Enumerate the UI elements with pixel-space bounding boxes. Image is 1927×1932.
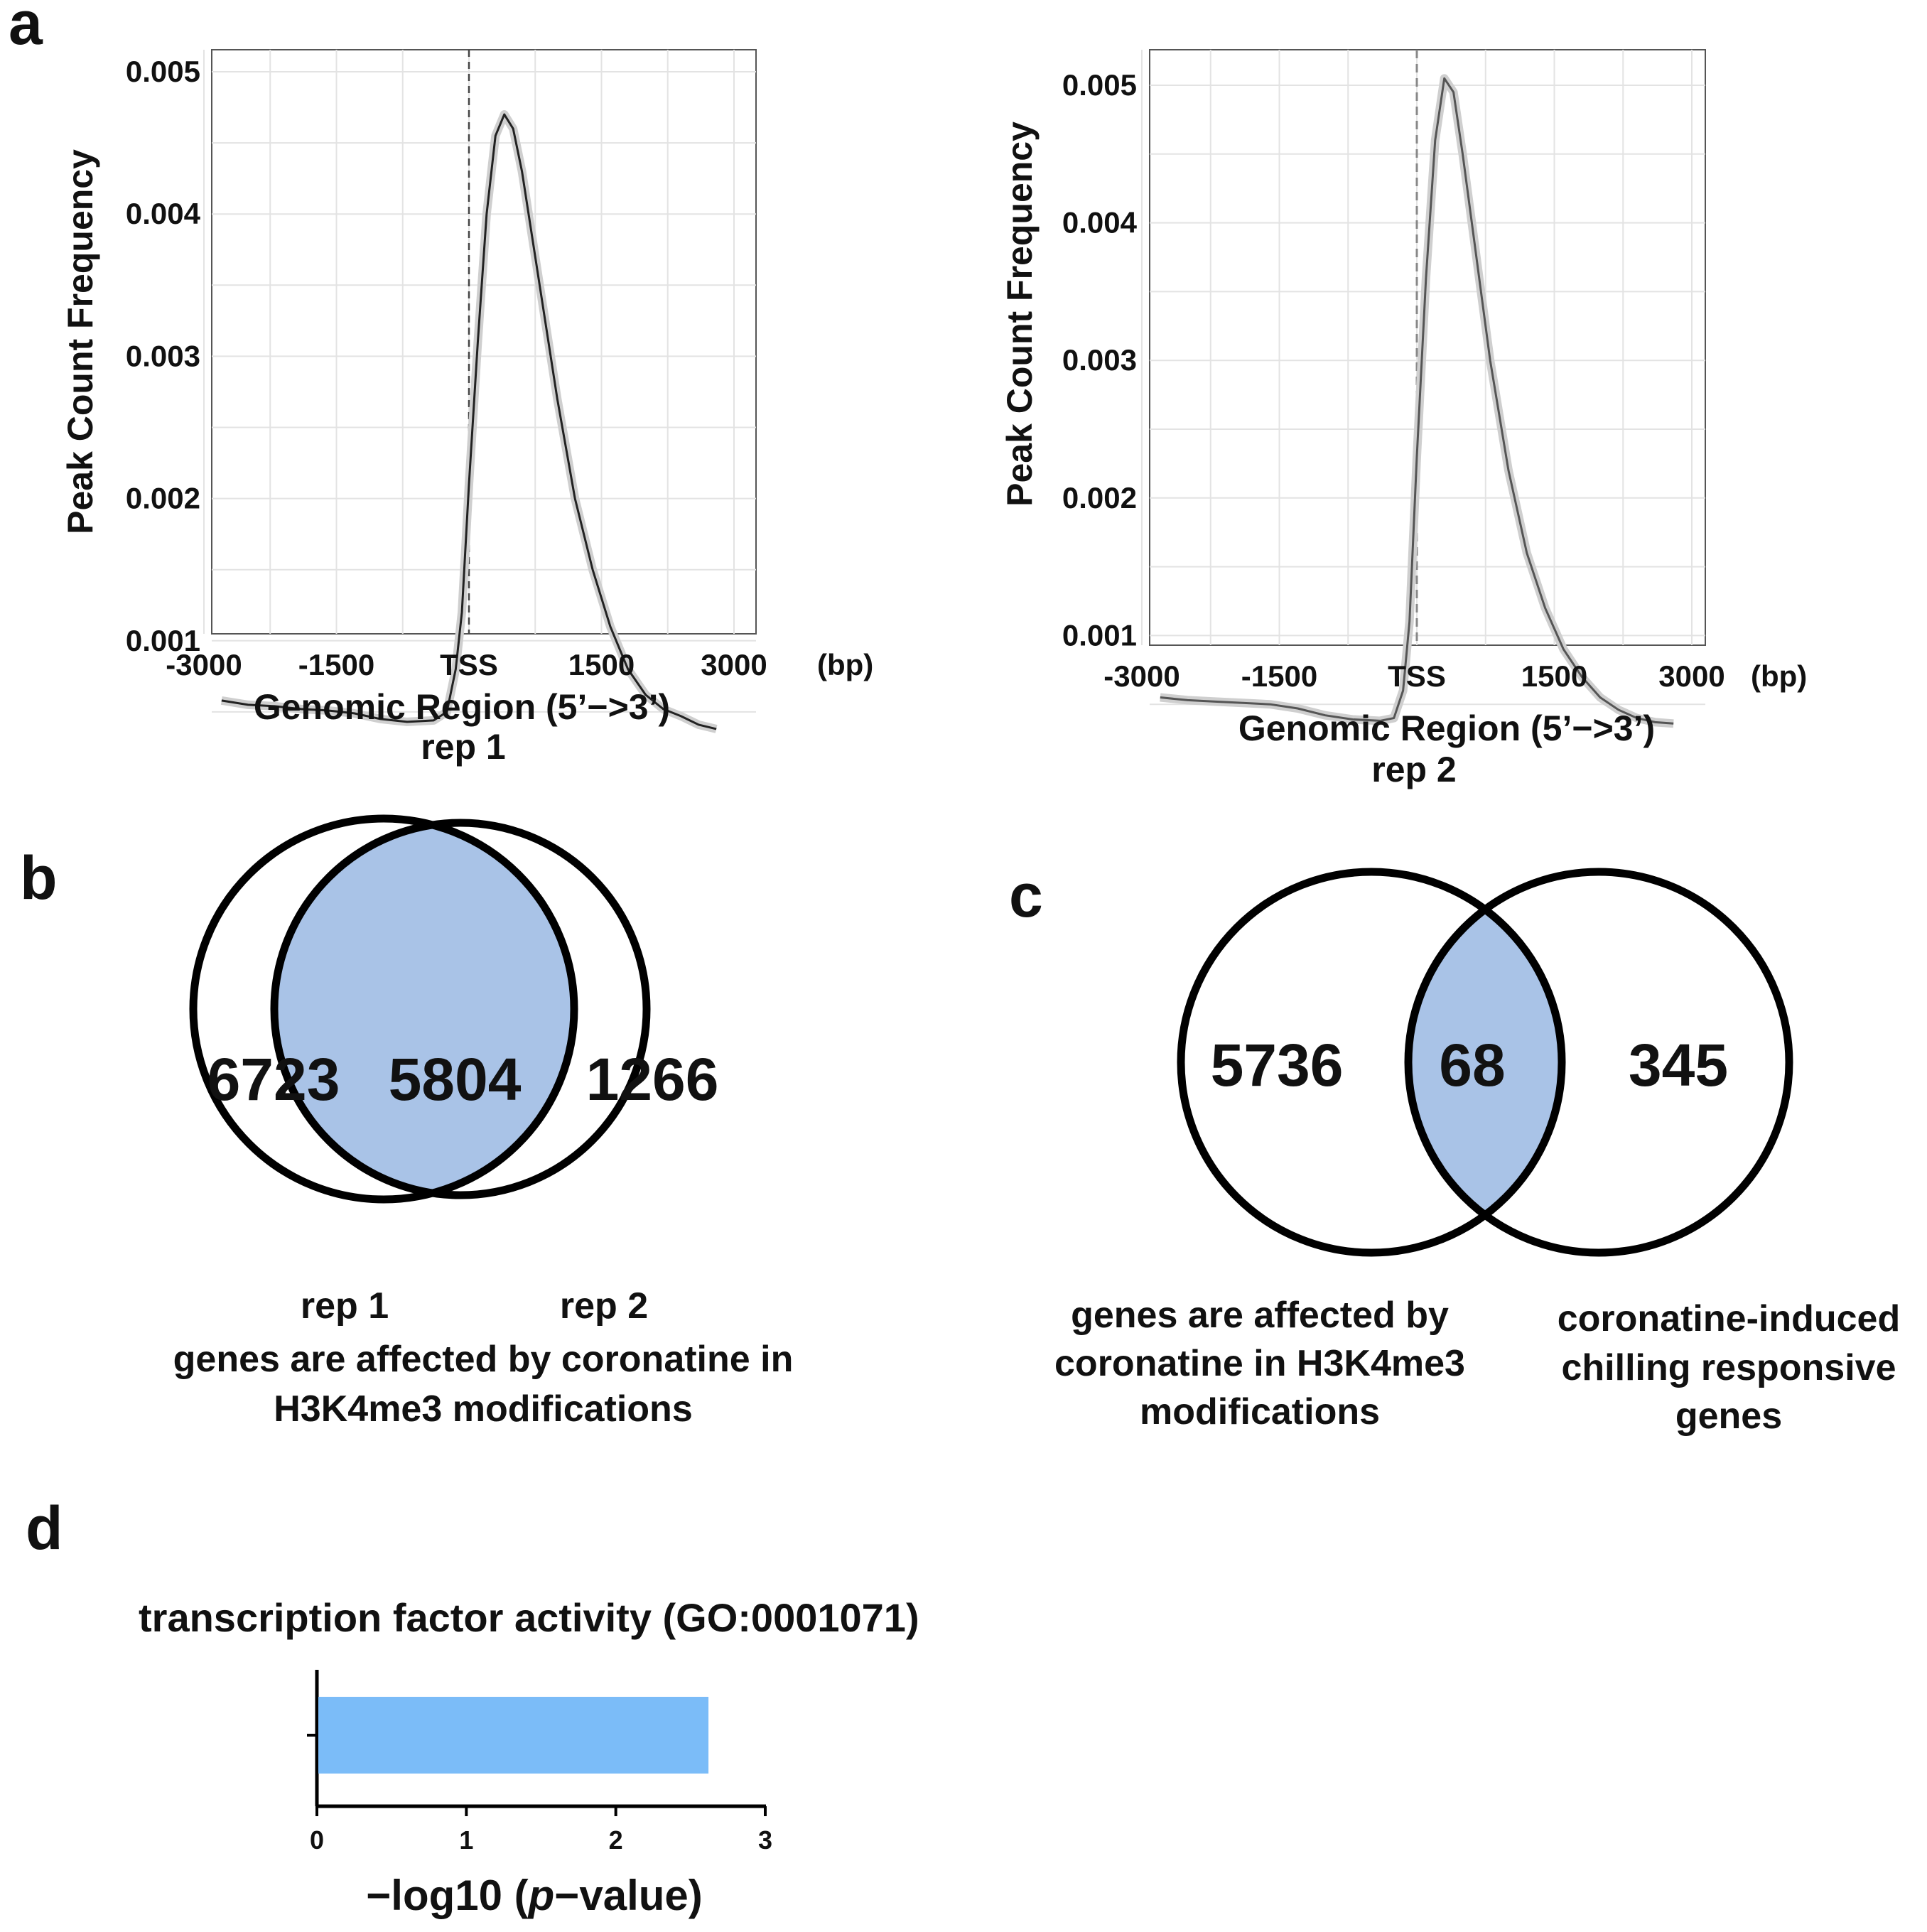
panel-letter-a: a (9, 0, 43, 58)
venn-circle-right (1404, 868, 1793, 1257)
venn-label-right: rep 2 (560, 1285, 648, 1327)
x-tick-labels: -3000 -1500 TSS 1500 3000 (1103, 659, 1724, 693)
venn-intersection: 5804 (389, 1046, 522, 1113)
x-tick-label: 3000 (701, 648, 767, 681)
venn-only-left: 6723 (207, 1046, 340, 1113)
bar-chart-d: transcription factor activity (GO:000107… (139, 1595, 919, 1919)
y-axis-label: Peak Count Frequency (1000, 122, 1040, 507)
x-tick-label: -3000 (166, 648, 242, 681)
x-tick-label: 0 (310, 1825, 324, 1855)
venn-intersection: 68 (1439, 1032, 1505, 1099)
y-tick-label: 0.005 (1062, 68, 1137, 102)
venn-only-right: 345 (1629, 1032, 1728, 1099)
x-axis-label: Genomic Region (5’−>3’) (1238, 708, 1655, 748)
venn-caption-line2: H3K4me3 modifications (274, 1388, 693, 1430)
series-layer (1160, 74, 1674, 728)
y-tick-label: 0.004 (1062, 206, 1138, 239)
x-tick-label: 1 (459, 1825, 473, 1855)
x-tick-label: 3 (758, 1825, 772, 1855)
venn-right-caption-line3: genes (1675, 1396, 1782, 1437)
panel-letter-b: b (20, 844, 58, 912)
bar (318, 1697, 709, 1774)
x-tick-label: 2 (609, 1825, 623, 1855)
x-tick-label: 3000 (1658, 659, 1724, 693)
x-unit-label: (bp) (817, 648, 873, 681)
series-layer (220, 110, 718, 733)
venn-circle-rep2 (270, 819, 651, 1199)
xlabel-part-3: −value) (554, 1872, 702, 1919)
x-tick-label: 1500 (568, 648, 635, 681)
x-tick-labels: -3000 -1500 TSS 1500 3000 (166, 648, 767, 681)
y-tick-label: 0.004 (126, 197, 201, 230)
panel-letter-d: d (26, 1494, 63, 1563)
y-tick-labels: 0.001 0.002 0.003 0.004 0.005 (126, 55, 201, 657)
y-tick-label: 0.003 (1062, 343, 1137, 377)
venn-left-caption-line1: genes are affected by (1071, 1295, 1449, 1336)
venn-only-right: 1266 (586, 1046, 719, 1113)
x-axis-label: Genomic Region (5’−>3’) (254, 687, 670, 727)
x-tick-label: -1500 (1241, 659, 1317, 693)
venn-only-left: 5736 (1211, 1032, 1344, 1099)
chart-caption: rep 2 (1371, 750, 1457, 789)
venn-right-caption-line2: chilling responsive (1561, 1347, 1896, 1388)
y-axis-label: Peak Count Frequency (60, 149, 100, 534)
venn-left-caption-line3: modifications (1140, 1391, 1380, 1432)
y-tick-label: 0.002 (1062, 481, 1137, 514)
y-tick-label: 0.001 (1062, 618, 1137, 652)
x-tick-label: TSS (440, 648, 498, 681)
x-tick-label: -3000 (1103, 659, 1180, 693)
y-tick-label: 0.005 (126, 55, 200, 88)
bars (318, 1697, 709, 1774)
plot-frame (1149, 49, 1706, 646)
profile-chart-rep2: 0.001 0.002 0.003 0.004 0.005 -3000 -1500 TSS 1… (1000, 49, 1807, 789)
venn-circle-rep1 (189, 814, 578, 1204)
y-tick-label: 0.001 (126, 624, 200, 657)
series-line (1160, 77, 1674, 725)
bar-x-axis-label: −log10 (p−value) (366, 1872, 703, 1919)
x-tick-label: 1500 (1521, 659, 1587, 693)
venn-diagram-b: 6723 5804 1266 rep 1 rep 2 genes are aff… (173, 814, 794, 1430)
venn-intersection-fill (1408, 872, 1562, 1253)
x-unit-label: (bp) (1751, 659, 1807, 693)
series-line (221, 113, 717, 730)
venn-circle-left (1177, 868, 1566, 1257)
venn-caption-line1: genes are affected by coronatine in (173, 1339, 794, 1380)
bar-chart-title: transcription factor activity (GO:000107… (139, 1595, 919, 1640)
x-tick-labels: 0 1 2 3 (310, 1806, 772, 1855)
xlabel-part-italic: p (527, 1872, 555, 1919)
panel-letter-c: c (1009, 862, 1043, 930)
y-tick-label: 0.003 (126, 339, 200, 372)
profile-chart-rep1: 0.001 0.002 0.003 0.004 0.005 -3000 -1500 TSS 1… (60, 49, 873, 767)
venn-diagram-c: 5736 68 345 genes are affected by corona… (1054, 868, 1900, 1437)
y-tick-label: 0.002 (126, 482, 200, 515)
x-tick-label: -1500 (298, 648, 374, 681)
xlabel-part-1: −log10 ( (366, 1872, 528, 1919)
y-tick-labels: 0.001 0.002 0.003 0.004 0.005 (1062, 68, 1138, 652)
venn-left-caption-line2: coronatine in H3K4me3 (1054, 1343, 1465, 1384)
chart-caption: rep 1 (421, 727, 506, 767)
plot-frame (211, 49, 757, 635)
venn-right-caption-line1: coronatine-induced (1558, 1298, 1900, 1339)
venn-label-left: rep 1 (301, 1285, 389, 1327)
x-tick-label: TSS (1388, 659, 1446, 693)
